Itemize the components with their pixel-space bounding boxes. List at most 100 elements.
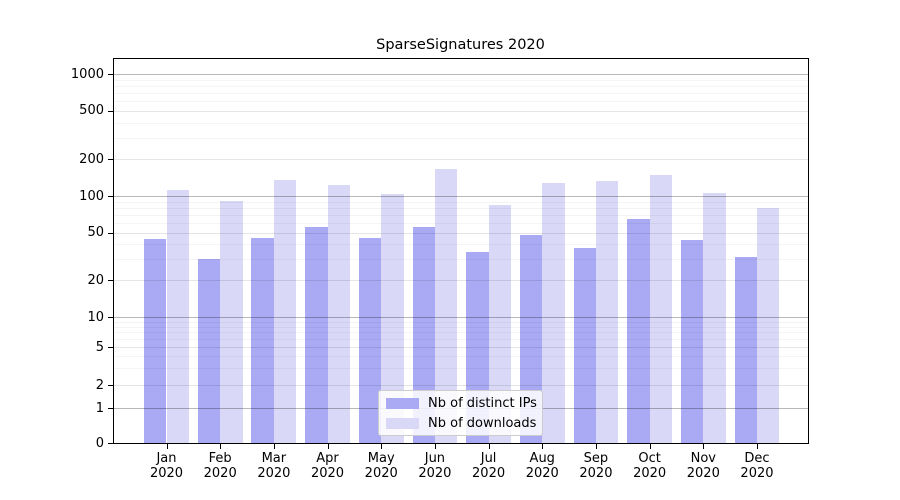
x-tick-label-apr: Apr 2020 bbox=[296, 451, 360, 481]
gridline-2 bbox=[113, 385, 808, 386]
x-tick-label-line: Dec bbox=[744, 451, 770, 466]
x-tick-jul bbox=[488, 444, 490, 449]
bar-distinct-ips-apr bbox=[305, 227, 328, 443]
x-tick-label-line: Jan bbox=[156, 451, 177, 466]
y-tick-label-200: 200 bbox=[79, 151, 104, 167]
y-tick-label-50: 50 bbox=[87, 225, 104, 240]
x-tick-label-line: May bbox=[367, 451, 395, 466]
x-tick-label-jan: Jan 2020 bbox=[135, 451, 199, 481]
x-tick-label-mar: Mar 2020 bbox=[242, 451, 306, 481]
legend-label-downloads: Nb of downloads bbox=[428, 415, 537, 431]
y-tick-label-0: 0 bbox=[95, 435, 104, 451]
bar-distinct-ips-nov bbox=[680, 240, 704, 443]
gridline-10 bbox=[113, 317, 808, 318]
x-tick-label-sep: Sep 2020 bbox=[564, 451, 628, 481]
x-tick-label-line: 2020 bbox=[525, 466, 559, 481]
legend-swatch-distinct-ips bbox=[386, 397, 419, 409]
bar-downloads-jan bbox=[166, 189, 189, 443]
legend-row-downloads: Nb of downloads bbox=[386, 415, 537, 431]
bar-downloads-feb bbox=[220, 200, 243, 443]
x-tick-label-line: 2020 bbox=[740, 466, 774, 481]
x-tick-label-nov: Nov 2020 bbox=[671, 451, 735, 481]
x-tick-label-line: Feb bbox=[208, 451, 232, 466]
bar-distinct-ips-oct bbox=[627, 218, 650, 443]
bar-distinct-ips-feb bbox=[197, 258, 221, 443]
x-tick-label-line: Apr bbox=[316, 451, 339, 466]
minor-gridline-9 bbox=[113, 321, 808, 323]
y-tick-label-2: 2 bbox=[95, 377, 104, 393]
y-tick-100 bbox=[108, 196, 113, 197]
x-tick-label-line: 2020 bbox=[257, 466, 291, 481]
x-tick-aug bbox=[542, 444, 544, 449]
gridline-50 bbox=[113, 232, 808, 234]
x-tick-sep bbox=[595, 444, 597, 449]
y-tick-label-5: 5 bbox=[95, 339, 104, 355]
x-tick-label-feb: Feb 2020 bbox=[188, 451, 252, 481]
bar-downloads-nov bbox=[703, 193, 726, 443]
minor-gridline-300 bbox=[113, 137, 808, 139]
x-tick-label-line: 2020 bbox=[633, 466, 667, 481]
bar-downloads-oct bbox=[649, 175, 672, 443]
x-tick-label-oct: Oct 2020 bbox=[618, 451, 682, 481]
y-tick-5 bbox=[108, 347, 113, 348]
bar-distinct-ips-may bbox=[358, 237, 382, 443]
minor-gridline-3 bbox=[113, 368, 808, 370]
x-tick-label-line: 2020 bbox=[686, 466, 720, 481]
y-tick-20 bbox=[108, 280, 113, 281]
gridline-5 bbox=[113, 347, 808, 348]
x-tick-label-aug: Aug 2020 bbox=[510, 451, 574, 481]
x-tick-label-line: 2020 bbox=[364, 466, 398, 481]
plot-right-spine bbox=[808, 58, 809, 444]
x-tick-apr bbox=[327, 444, 329, 449]
gridline-100 bbox=[113, 196, 808, 197]
x-tick-label-jun: Jun 2020 bbox=[403, 451, 467, 481]
x-tick-label-line: 2020 bbox=[310, 466, 345, 481]
x-tick-label-line: Jul bbox=[480, 451, 497, 466]
x-tick-label-line: Nov bbox=[690, 451, 716, 466]
y-tick-10 bbox=[108, 317, 113, 318]
plot-bottom-spine bbox=[113, 443, 809, 444]
x-tick-jun bbox=[434, 444, 436, 449]
y-tick-0 bbox=[108, 443, 113, 444]
bar-downloads-aug bbox=[542, 182, 565, 443]
x-tick-oct bbox=[649, 444, 651, 449]
y-tick-label-1: 1 bbox=[95, 400, 104, 416]
legend-label-distinct-ips: Nb of distinct IPs bbox=[428, 395, 537, 411]
x-tick-dec bbox=[756, 444, 758, 449]
y-tick-label-10: 10 bbox=[87, 309, 104, 325]
minor-gridline-6 bbox=[113, 339, 808, 341]
bar-downloads-dec bbox=[756, 207, 780, 443]
gridline-1000 bbox=[113, 74, 808, 75]
gridline-20 bbox=[113, 280, 808, 281]
y-tick-label-100: 100 bbox=[79, 188, 104, 204]
x-tick-label-line: 2020 bbox=[579, 466, 613, 481]
x-tick-nov bbox=[703, 444, 705, 449]
x-tick-label-line: 2020 bbox=[418, 466, 452, 481]
minor-gridline-40 bbox=[113, 244, 808, 246]
minor-gridline-80 bbox=[113, 207, 808, 209]
minor-gridline-90 bbox=[113, 201, 808, 203]
y-tick-1 bbox=[108, 408, 113, 409]
gridline-200 bbox=[113, 159, 808, 161]
bar-distinct-ips-mar bbox=[251, 237, 274, 443]
minor-gridline-30 bbox=[113, 258, 808, 260]
bar-downloads-jun bbox=[434, 168, 458, 443]
legend: Nb of distinct IPs Nb of downloads bbox=[378, 390, 543, 436]
x-tick-label-jul: Jul 2020 bbox=[457, 451, 521, 481]
plot-left-spine bbox=[113, 58, 114, 444]
x-tick-label-may: May 2020 bbox=[349, 451, 413, 481]
x-tick-feb bbox=[220, 444, 222, 449]
minor-gridline-4 bbox=[113, 356, 808, 358]
minor-gridline-8 bbox=[113, 326, 808, 328]
x-tick-label-dec: Dec 2020 bbox=[725, 451, 789, 481]
bar-downloads-apr bbox=[327, 185, 350, 443]
gridline-500 bbox=[113, 110, 808, 112]
bar-distinct-ips-jun bbox=[412, 226, 435, 443]
bar-distinct-ips-dec bbox=[734, 257, 757, 443]
x-tick-label-line: Sep bbox=[583, 451, 609, 466]
x-tick-label-line: Mar bbox=[261, 451, 287, 466]
y-tick-label-20: 20 bbox=[87, 272, 104, 288]
minor-gridline-800 bbox=[113, 85, 808, 87]
y-tick-200 bbox=[108, 159, 113, 161]
